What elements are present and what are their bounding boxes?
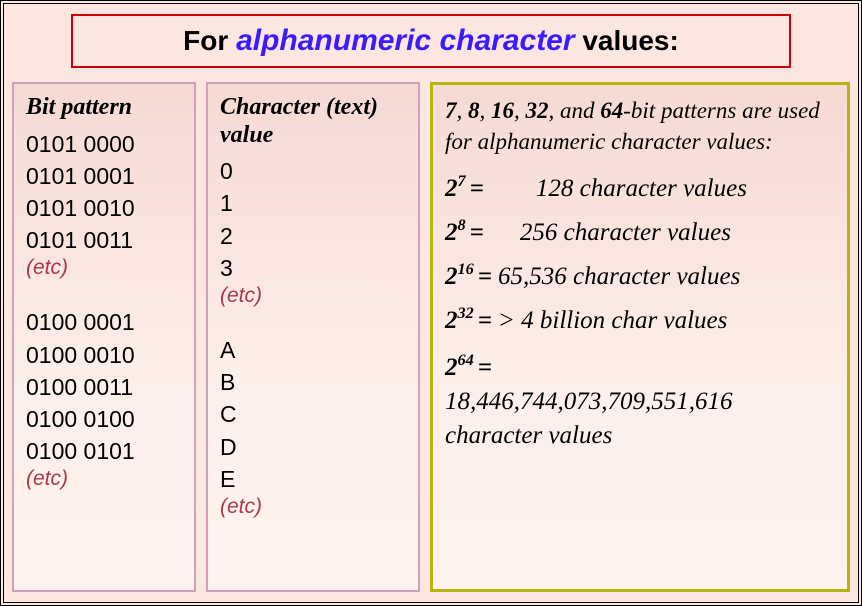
char-row: A	[220, 334, 406, 366]
slide-frame: For alphanumeric character values: Bit p…	[0, 0, 862, 606]
bit-row: 0100 0011	[26, 371, 182, 403]
col1-etc2: (etc)	[26, 467, 182, 491]
intro-bit: 7	[445, 98, 457, 123]
character-value-column: Character (text) value 0 1 2 3 (etc) A B…	[206, 82, 420, 592]
equals-sign: =	[474, 307, 496, 335]
spacer	[220, 308, 406, 334]
power-row: 264= 18,446,744,073,709,551,616 character…	[445, 351, 835, 452]
power-row: 27= 128 character values	[445, 175, 835, 203]
power-value: 256 character values	[520, 219, 731, 247]
col2-etc1: (etc)	[220, 284, 406, 308]
equals-sign: =	[474, 263, 496, 291]
equals-sign: =	[466, 219, 488, 247]
char-row: E	[220, 463, 406, 495]
bit-pattern-column: Bit pattern 0101 0000 0101 0001 0101 001…	[12, 82, 196, 592]
char-row: 2	[220, 220, 406, 252]
bit-row: 0101 0011	[26, 224, 182, 256]
bit-row: 0100 0101	[26, 435, 182, 467]
power-exponent: 64	[458, 351, 474, 369]
char-row: 1	[220, 187, 406, 219]
char-row: C	[220, 398, 406, 430]
power-base: 2	[445, 175, 458, 203]
power-base: 2	[445, 307, 458, 335]
col1-header: Bit pattern	[26, 94, 182, 122]
title-suffix: values:	[575, 25, 679, 56]
power-exponent: 7	[458, 172, 466, 191]
bit-row: 0100 0001	[26, 306, 182, 338]
bit-row: 0100 0010	[26, 339, 182, 371]
title-prefix: For	[183, 25, 236, 56]
power-base: 2	[445, 354, 458, 381]
title-emphasis: alphanumeric character	[236, 24, 574, 57]
intro-text: 7, 8, 16, 32, and 64-bit patterns are us…	[445, 95, 835, 157]
char-row: 0	[220, 155, 406, 187]
bit-row: 0101 0001	[26, 160, 182, 192]
char-row: B	[220, 366, 406, 398]
columns-container: Bit pattern 0101 0000 0101 0001 0101 001…	[4, 82, 858, 592]
spacer	[26, 280, 182, 306]
col2-header: Character (text) value	[220, 94, 406, 149]
power-exponent: 8	[458, 216, 466, 235]
title-box: For alphanumeric character values:	[71, 14, 791, 68]
col1-group2: 0100 0001 0100 0010 0100 0011 0100 0100 …	[26, 306, 182, 467]
col2-group2: A B C D E	[220, 334, 406, 495]
intro-bit: 64	[600, 98, 623, 123]
equals-sign: =	[466, 175, 488, 203]
power-base: 2	[445, 219, 458, 247]
col1-etc1: (etc)	[26, 256, 182, 280]
col2-group1: 0 1 2 3	[220, 155, 406, 284]
bit-row: 0100 0100	[26, 403, 182, 435]
power-row: 232=> 4 billion char values	[445, 307, 835, 335]
power-row: 216=65,536 character values	[445, 263, 835, 291]
power-value: > 4 billion char values	[498, 307, 727, 335]
bit-row: 0101 0010	[26, 192, 182, 224]
power-value: 128 character values	[536, 175, 747, 203]
col2-etc2: (etc)	[220, 495, 406, 519]
power-value: 18,446,744,073,709,551,616 character val…	[445, 388, 733, 449]
char-row: D	[220, 431, 406, 463]
power-row: 28= 256 character values	[445, 219, 835, 247]
char-row: 3	[220, 252, 406, 284]
power-value: 65,536 character values	[498, 263, 740, 291]
intro-bit: 16	[491, 98, 514, 123]
power-exponent: 16	[458, 260, 474, 279]
power-base: 2	[445, 263, 458, 291]
bit-row: 0101 0000	[26, 128, 182, 160]
intro-bit: 32	[526, 98, 549, 123]
intro-bit: 8	[468, 98, 480, 123]
power-exponent: 32	[458, 304, 474, 323]
equals-sign: =	[474, 354, 496, 381]
col1-group1: 0101 0000 0101 0001 0101 0010 0101 0011	[26, 128, 182, 257]
explanation-column: 7, 8, 16, 32, and 64-bit patterns are us…	[430, 82, 850, 592]
power-rows: 27=128 character values28=256 character …	[445, 175, 835, 452]
